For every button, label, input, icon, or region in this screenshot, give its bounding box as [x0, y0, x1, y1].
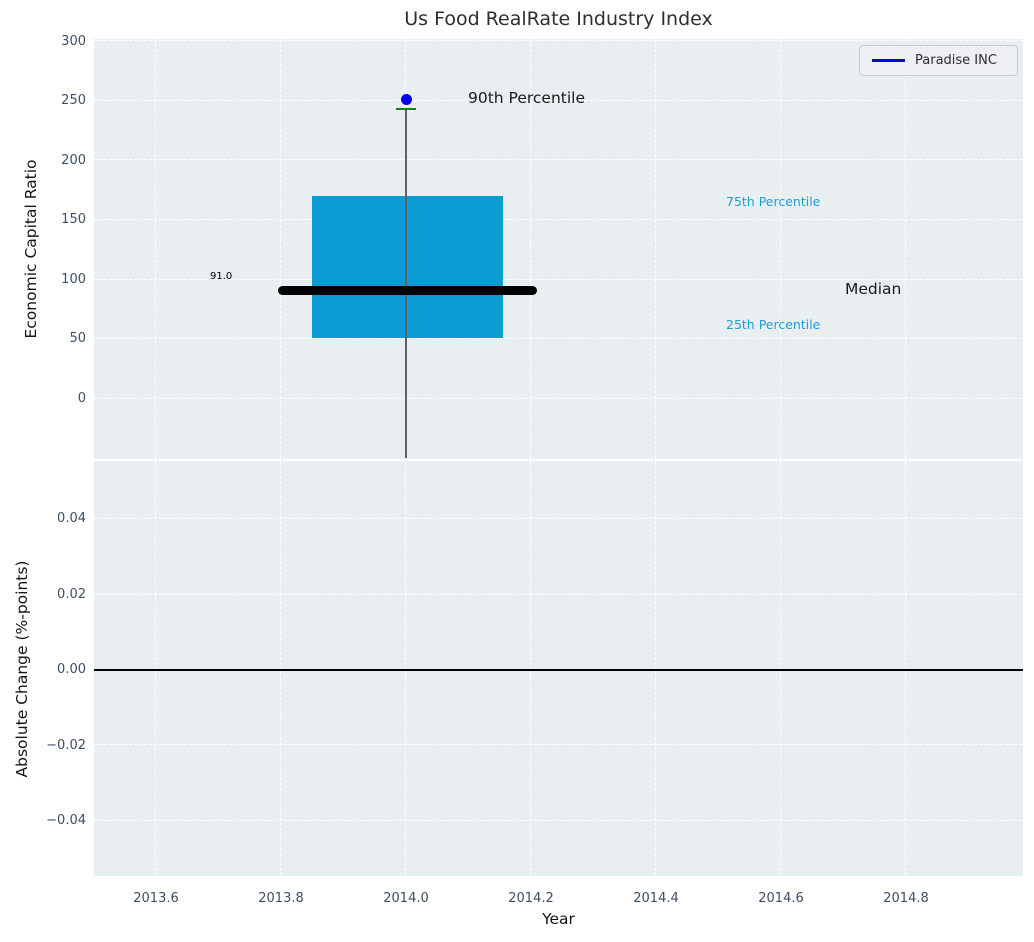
x-tick-label: 2014.0 [383, 891, 429, 906]
legend: Paradise INC [859, 45, 1018, 76]
annotation-90th-percentile: 90th Percentile [468, 89, 586, 107]
annotation-median-value: 91.0 [210, 271, 233, 282]
annotation-75th-percentile: 75th Percentile [726, 194, 821, 209]
y-tick-label: 100 [61, 271, 86, 287]
chart-title: Us Food RealRate Industry Index [404, 8, 713, 30]
annotation-25th-percentile: 25th Percentile [726, 317, 821, 332]
legend-label: Paradise INC [915, 53, 997, 68]
x-tick-label: 2013.8 [258, 891, 304, 906]
annotation-median: Median [845, 280, 902, 298]
y-tick-label: 50 [69, 331, 86, 347]
x-axis-label: Year [542, 910, 575, 928]
y-tick-label: 300 [61, 33, 86, 49]
y-tick-label: 0.04 [57, 511, 86, 527]
y-tick-label: 0 [77, 391, 86, 406]
y-axis-label-bottom: Absolute Change (%-points) [13, 560, 31, 778]
y-axis-label-top: Economic Capital Ratio [22, 159, 40, 339]
x-tick-label: 2014.8 [883, 891, 929, 906]
y-tick-label: 200 [61, 152, 86, 168]
x-tick-label: 2013.6 [133, 891, 179, 906]
legend-line-swatch [872, 59, 905, 62]
x-tick-label: 2014.6 [758, 891, 804, 906]
y-tick-label: 150 [61, 212, 86, 228]
bottom-axes [94, 461, 1023, 876]
top-axes [94, 39, 1023, 459]
x-tick-label: 2014.2 [508, 891, 554, 906]
x-tick-label: 2014.4 [633, 891, 679, 906]
y-tick-label: 250 [61, 93, 86, 109]
y-tick-label: −0.04 [46, 813, 86, 829]
